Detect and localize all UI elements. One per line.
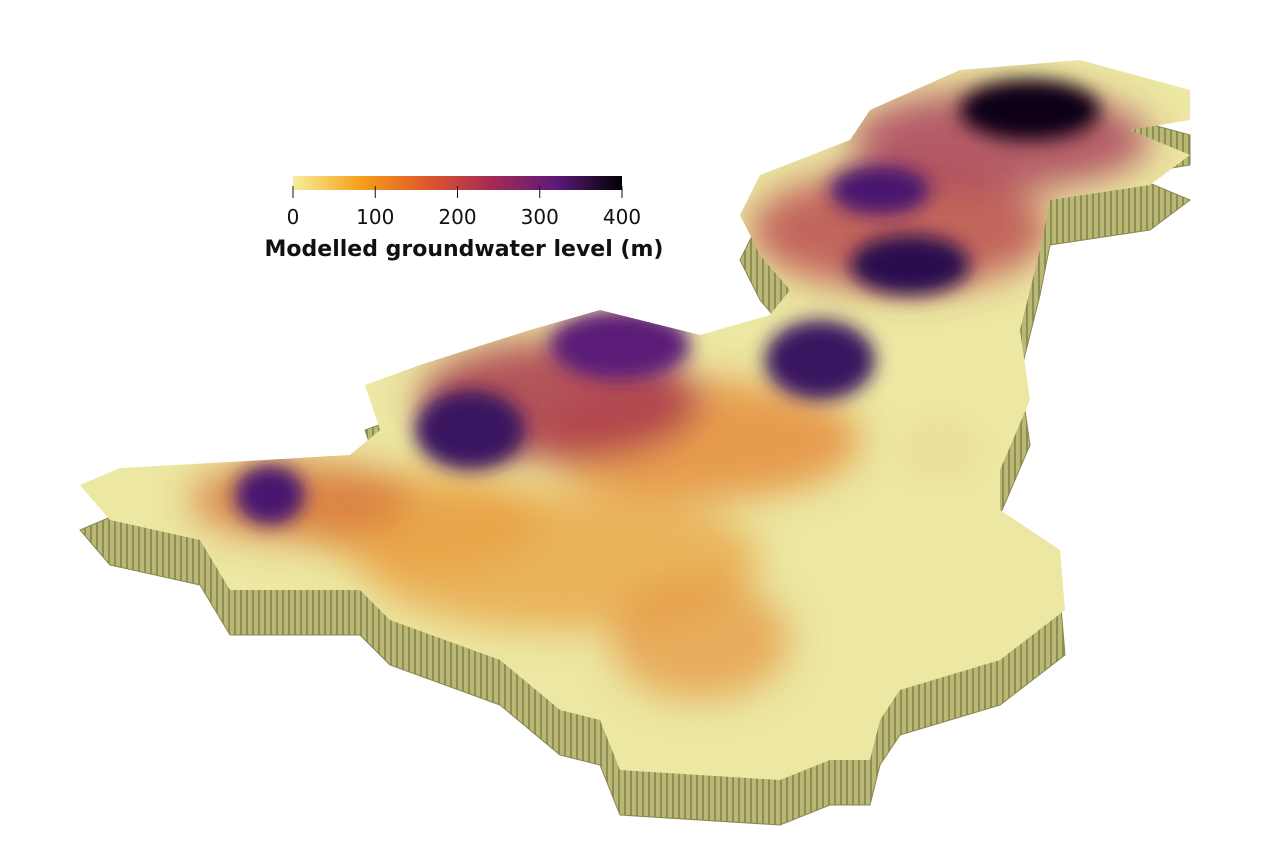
colorbar: Modelled groundwater level (m) 0 100 200 30… xyxy=(265,176,664,262)
colorbar-tick-label: 0 xyxy=(287,205,300,229)
colorbar-title: Modelled groundwater level (m) xyxy=(265,237,664,262)
colorbar-tick-label: 100 xyxy=(356,205,394,229)
colorbar-tick-label: 400 xyxy=(603,205,641,229)
colorbar-tick-label: 200 xyxy=(438,205,476,229)
colorbar-tick-label: 300 xyxy=(521,205,559,229)
